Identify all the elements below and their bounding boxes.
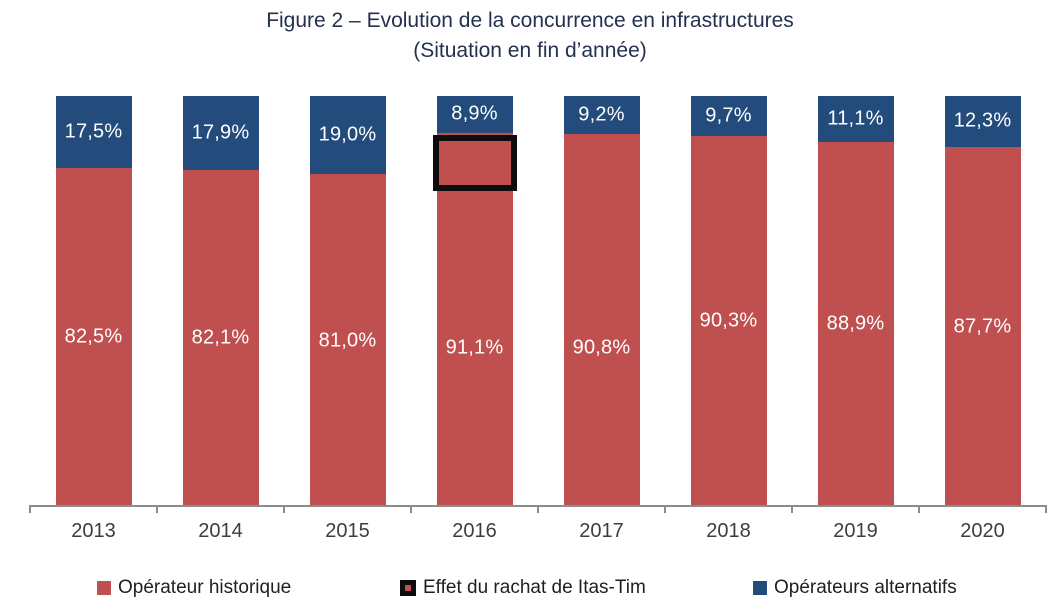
bar-2013-alternatifs-value-label: 17,5% [64,120,123,143]
x-axis-label-2017: 2017 [579,520,624,542]
bar-2020-historique-value-label: 87,7% [953,315,1012,338]
x-axis-label-2013: 2013 [71,520,116,542]
bar-2013-historique-segment [55,167,132,507]
x-axis-tick [791,507,793,513]
bar-2020-historique-segment [944,146,1021,507]
x-axis-tick [537,507,539,513]
x-axis-tick [410,507,412,513]
bar-2015-alternatifs-segment [309,96,386,175]
bar-2014-historique-segment [182,169,259,507]
bar-2018-alternatifs-segment [690,96,767,136]
bar-2020-alternatifs-segment [944,96,1021,147]
x-axis-label-2019: 2019 [833,520,878,542]
bar-2019-alternatifs-value-label: 11,1% [827,107,884,130]
bar-2014-historique-value-label: 82,1% [191,326,250,349]
legend-swatch-effet-rachat-icon [400,580,416,596]
bar-2019-historique-value-label: 88,9% [826,312,885,335]
legend-item-effet-rachat: Effet du rachat de Itas-Tim [400,576,646,600]
bar-2018-historique-segment [690,135,767,507]
x-axis-tick [156,507,158,513]
figure-title-line1: Figure 2 – Evolution de la concurrence e… [266,9,794,32]
figure-title: Figure 2 – Evolution de la concurrence e… [0,6,1060,66]
bar-2020-alternatifs-value-label: 12,3% [953,109,1012,132]
x-axis-tick [664,507,666,513]
x-axis-label-2015: 2015 [325,520,370,542]
bar-2016-alternatifs-segment [436,96,513,133]
legend-label-effet-rachat: Effet du rachat de Itas-Tim [423,577,646,598]
bar-2018-historique-value-label: 90,3% [699,309,758,332]
legend-label-historique: Opérateur historique [118,577,292,598]
x-axis-label-2016: 2016 [452,520,497,542]
bar-2016-historique-value-label: 91,1% [445,336,504,359]
bar-2014-alternatifs-segment [182,96,259,170]
bar-2018-alternatifs-value-label: 9,7% [705,104,752,127]
legend-label-alternatifs: Opérateurs alternatifs [774,577,957,598]
bar-2015-historique-value-label: 81,0% [318,329,377,352]
legend-item-operateur-historique: Opérateur historique [97,576,291,600]
legend-item-operateurs-alternatifs: Opérateurs alternatifs [753,576,957,600]
bar-2014-alternatifs-value-label: 17,9% [191,121,250,144]
bar-2016-alternatifs-value-label: 8,9% [451,102,498,125]
x-axis-tick [29,507,31,513]
legend-swatch-alternatifs-icon [753,581,767,595]
bar-2019-alternatifs-segment [817,96,894,142]
bar-2017-historique-segment [563,133,640,507]
bar-2017-historique-value-label: 90,8% [572,336,631,359]
bar-2017-alternatifs-value-label: 9,2% [578,103,625,126]
bar-2015-historique-segment [309,174,386,507]
x-axis-label-2018: 2018 [706,520,751,542]
bar-2017-alternatifs-segment [563,96,640,134]
figure-title-line2: (Situation en fin d’année) [413,39,647,62]
x-axis-label-2014: 2014 [198,520,243,542]
x-axis-tick [918,507,920,513]
x-axis-tick [1045,507,1047,513]
bar-2013-alternatifs-segment [55,96,132,168]
x-axis-tick [283,507,285,513]
x-axis-label-2020: 2020 [960,520,1005,542]
legend: Opérateur historique Effet du rachat de … [0,576,1060,602]
legend-swatch-historique-icon [97,581,111,595]
bar-2013-historique-value-label: 82,5% [64,325,123,348]
bar-2015-alternatifs-value-label: 19,0% [318,123,377,146]
bar-2019-historique-segment [817,141,894,507]
x-axis-line [29,505,1047,507]
itas-tim-effect-annotation [432,134,517,191]
bar-2016-historique-segment [436,132,513,507]
